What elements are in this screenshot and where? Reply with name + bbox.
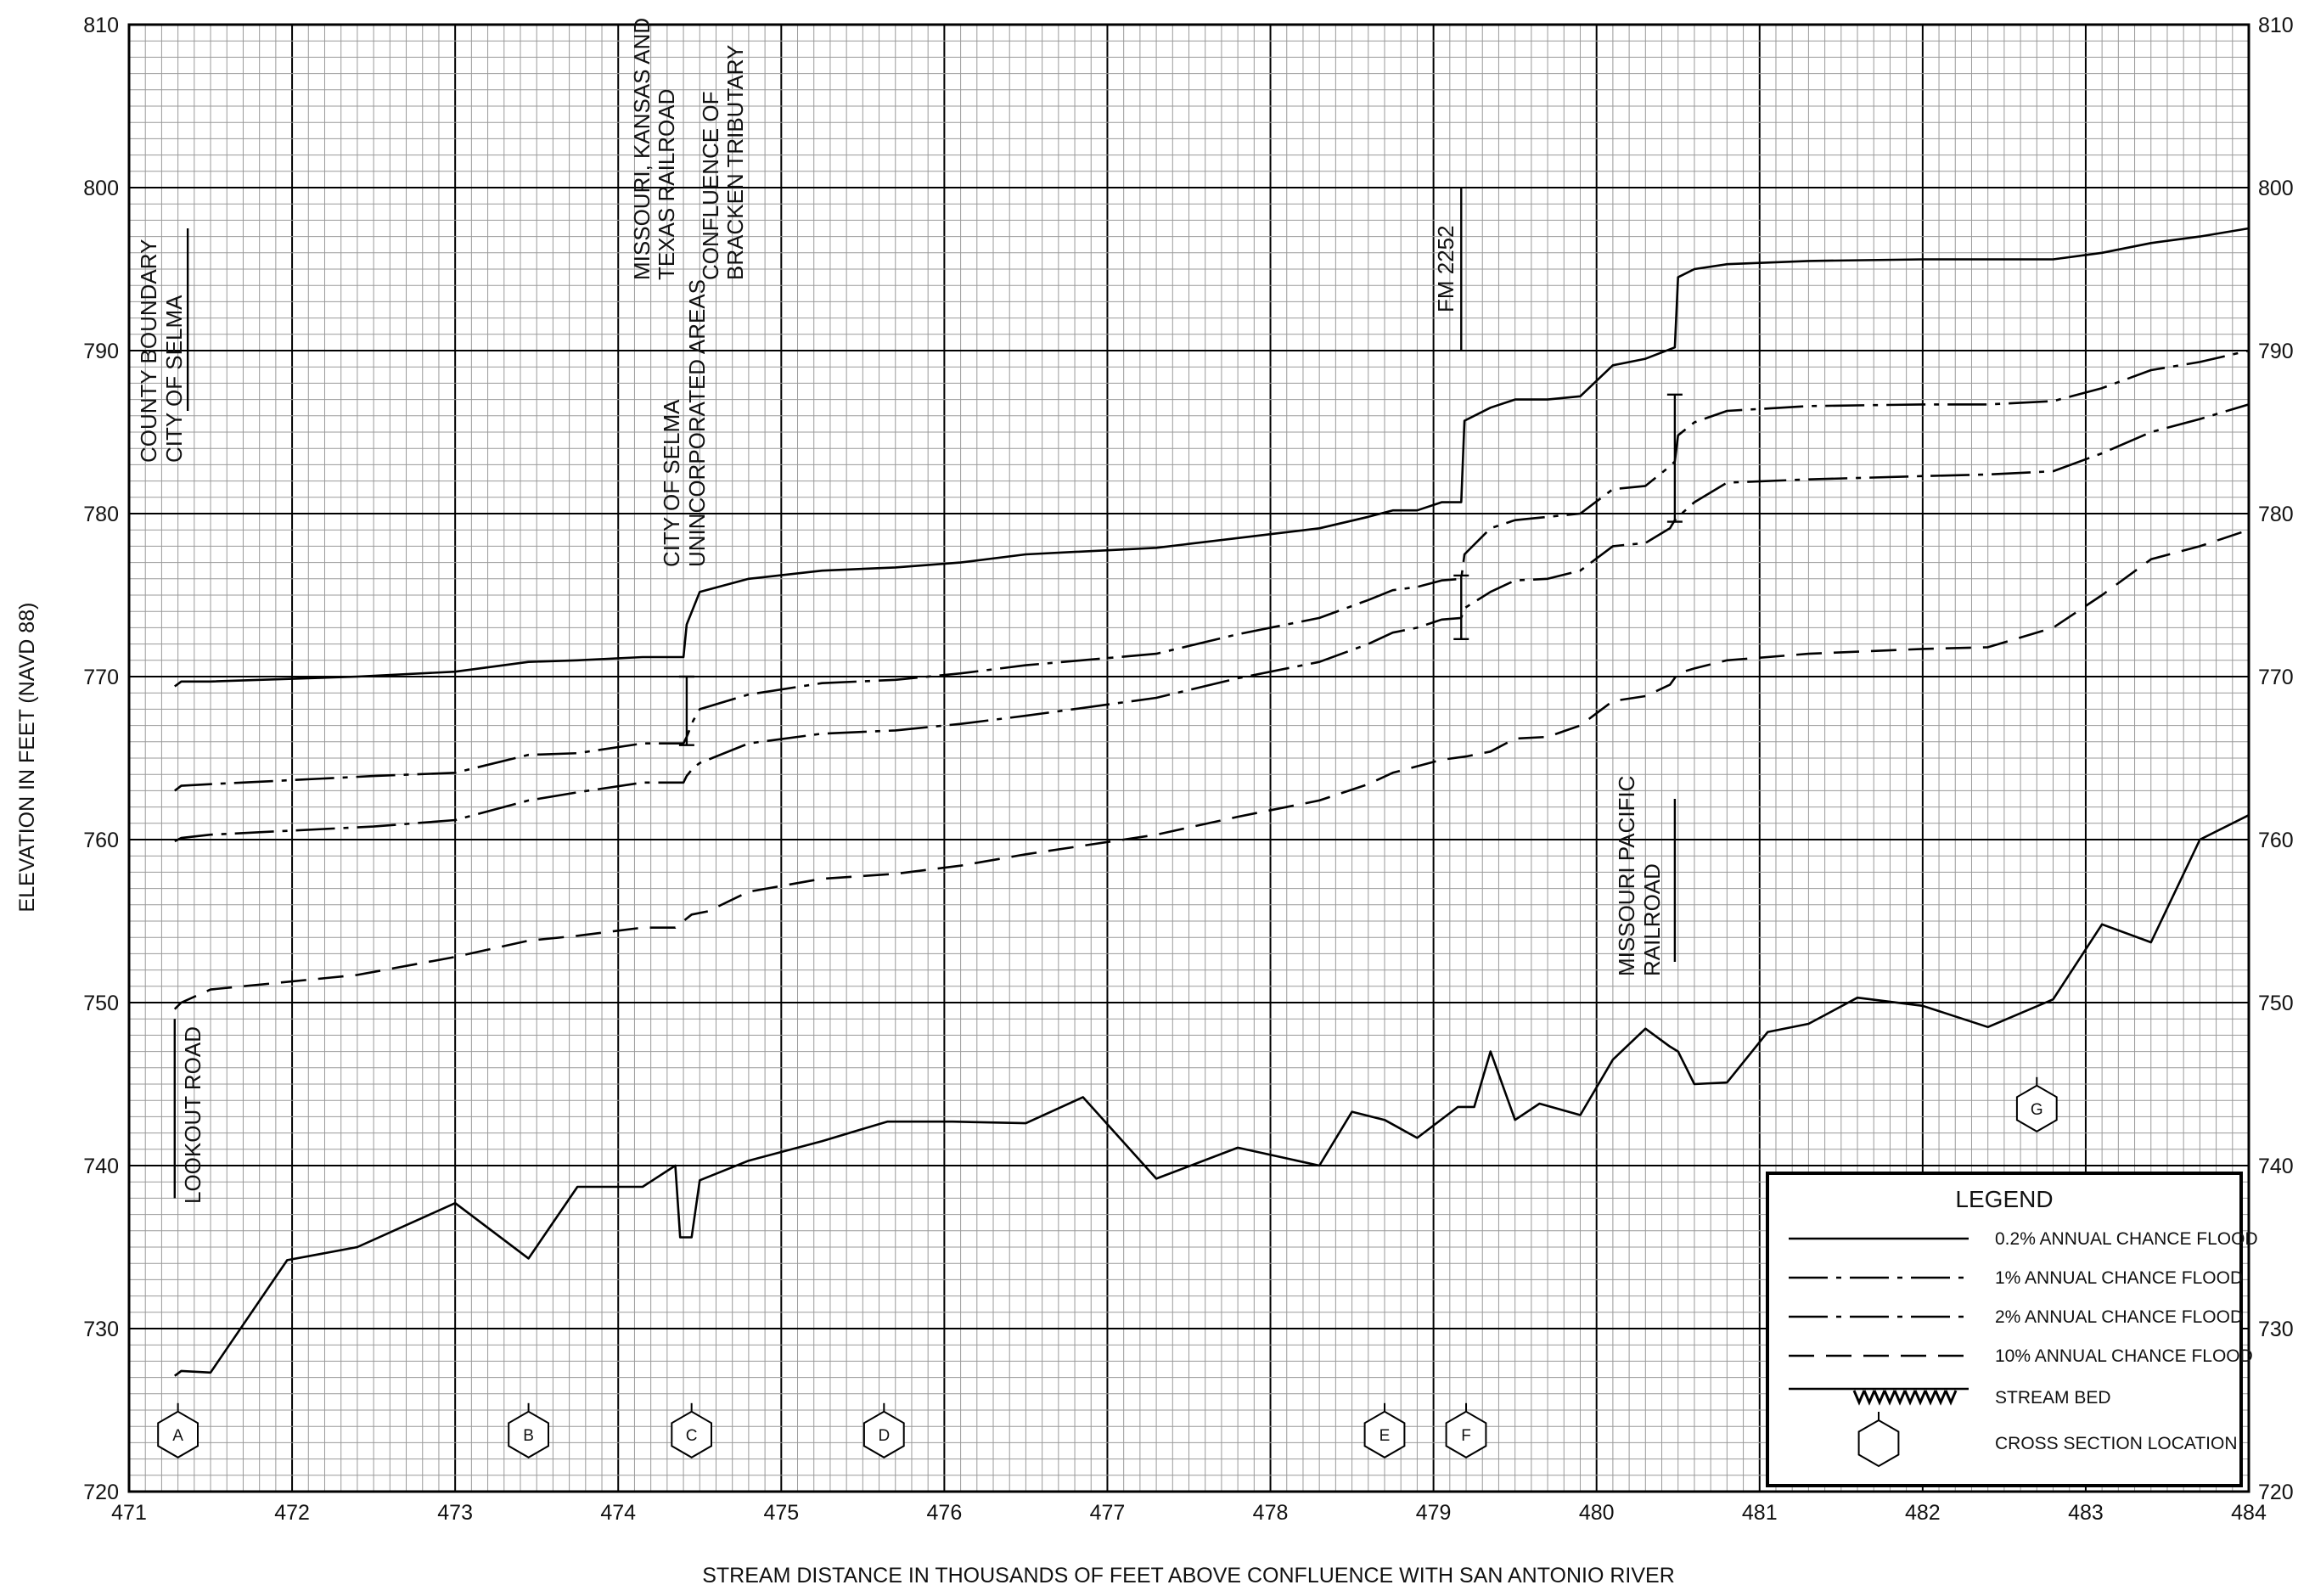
x-tick-label: 483: [2068, 1501, 2104, 1525]
y-tick-label-left: 750: [83, 992, 119, 1015]
annotation-label: COUNTY BOUNDARY: [136, 239, 161, 463]
x-tick-label: 479: [1416, 1501, 1452, 1525]
x-tick-label: 482: [1905, 1501, 1941, 1525]
y-tick-label-right: 790: [2258, 340, 2294, 363]
cross-section-hexagon: [1363, 1410, 1406, 1458]
cross-section-hexagon: [1445, 1410, 1487, 1458]
x-tick-label: 474: [600, 1501, 636, 1525]
legend-box: [1766, 1172, 2243, 1487]
series-line-4-dashed: [173, 528, 2250, 1010]
legend-swatch-hatch: [1852, 1390, 1958, 1406]
legend: LEGEND 0.2% ANNUAL CHANCE FLOOD 1% ANNUAL…: [1766, 1172, 2258, 1487]
y-tick-label-right: 800: [2258, 177, 2294, 200]
annotation-label: FM 2252: [1433, 225, 1458, 312]
legend-swatch-hexagon: [1857, 1419, 1900, 1468]
annotation-label: LOOKOUT ROAD: [180, 1026, 205, 1204]
y-tick-label-right: 720: [2258, 1481, 2294, 1504]
y-tick-label-right: 730: [2258, 1318, 2294, 1341]
y-tick-label-right: 740: [2258, 1155, 2294, 1178]
x-tick-label: 484: [2231, 1501, 2267, 1525]
legend-label: 10% ANNUAL CHANCE FLOOD: [1995, 1346, 2253, 1366]
y-tick-label-right: 770: [2258, 666, 2294, 689]
cross-section-label: F: [1461, 1427, 1471, 1445]
y-tick-label-left: 790: [83, 340, 119, 363]
x-tick-label: 477: [1090, 1501, 1126, 1525]
y-axis-title: ELEVATION IN FEET (NAVD 88): [15, 603, 39, 913]
x-axis-title: STREAM DISTANCE IN THOUSANDS OF FEET ABO…: [702, 1564, 1675, 1588]
legend-title: LEGEND: [1955, 1186, 2053, 1212]
x-tick-label: 475: [763, 1501, 799, 1525]
cross-section-hexagon: [508, 1410, 549, 1458]
x-tick-label: 471: [111, 1501, 147, 1525]
tick-labels: 471 472 473 474 475 476 477 478 479 480 481 482 483 4…: [83, 14, 2293, 1525]
series-line-5-streambed: [174, 814, 2250, 1377]
legend-label: STREAM BED: [1995, 1388, 2111, 1408]
legend-label: 1% ANNUAL CHANCE FLOOD: [1995, 1268, 2243, 1288]
x-tick-label: 480: [1579, 1501, 1615, 1525]
cross-section-hexagon: [863, 1410, 905, 1458]
y-tick-label-right: 760: [2258, 829, 2294, 852]
y-tick-label-left: 810: [83, 14, 119, 37]
x-tick-label: 478: [1253, 1501, 1289, 1525]
cross-section-hexagon: [157, 1410, 199, 1458]
annotation-label: TEXAS RAILROAD: [654, 89, 679, 280]
y-tick-label-left: 730: [83, 1318, 119, 1341]
annotation-label: CITY OF SELMA: [161, 295, 187, 463]
y-tick-label-left: 720: [83, 1481, 119, 1504]
x-tick-label: 481: [1742, 1501, 1778, 1525]
legend-label: 0.2% ANNUAL CHANCE FLOOD: [1995, 1229, 2258, 1249]
cross-section-label: E: [1379, 1427, 1391, 1445]
legend-label: CROSS SECTION LOCATION: [1995, 1434, 2237, 1453]
cross-section-label: D: [878, 1427, 890, 1445]
series-line-3-dash-dot: [174, 403, 2250, 843]
annotation-label: UNINCORPORATED AREAS: [684, 279, 710, 567]
annotation-label: MISSOURI, KANSAS AND: [629, 18, 655, 280]
cross-sections: A B C D E F G: [157, 1076, 2058, 1458]
cross-section-label: G: [2031, 1101, 2043, 1119]
cross-section-label: B: [523, 1427, 534, 1445]
annotation-label: MISSOURI PACIFIC: [1614, 776, 1639, 976]
annotation-label: BRACKEN TRIBUTARY: [722, 45, 748, 280]
legend-label: 2% ANNUAL CHANCE FLOOD: [1995, 1307, 2243, 1327]
y-tick-label-right: 750: [2258, 992, 2294, 1015]
y-tick-label-left: 770: [83, 666, 119, 689]
series-line-1-solid: [174, 227, 2250, 688]
y-tick-label-right: 810: [2258, 14, 2294, 37]
plot-frame: [127, 23, 2250, 1493]
annotation-label: CONFLUENCE OF: [698, 92, 723, 280]
x-tick-label: 472: [274, 1501, 310, 1525]
series-line-2-dash-dot: [174, 349, 2250, 792]
series-layer: [173, 227, 2250, 1377]
cross-section-hexagon: [671, 1410, 712, 1458]
cross-section-hexagon: [2015, 1084, 2058, 1132]
y-tick-label-left: 740: [83, 1155, 119, 1178]
annotation-label: CITY OF SELMA: [659, 399, 684, 567]
annotation-label: RAILROAD: [1639, 863, 1665, 976]
y-tick-label-left: 800: [83, 177, 119, 200]
structure-markers: [173, 188, 1683, 1199]
y-tick-label-left: 760: [83, 829, 119, 852]
x-tick-label: 476: [927, 1501, 963, 1525]
y-tick-label-right: 780: [2258, 503, 2294, 526]
y-tick-label-left: 780: [83, 503, 119, 526]
cross-section-label: A: [172, 1427, 183, 1445]
x-tick-label: 473: [437, 1501, 473, 1525]
cross-section-label: C: [686, 1427, 698, 1445]
